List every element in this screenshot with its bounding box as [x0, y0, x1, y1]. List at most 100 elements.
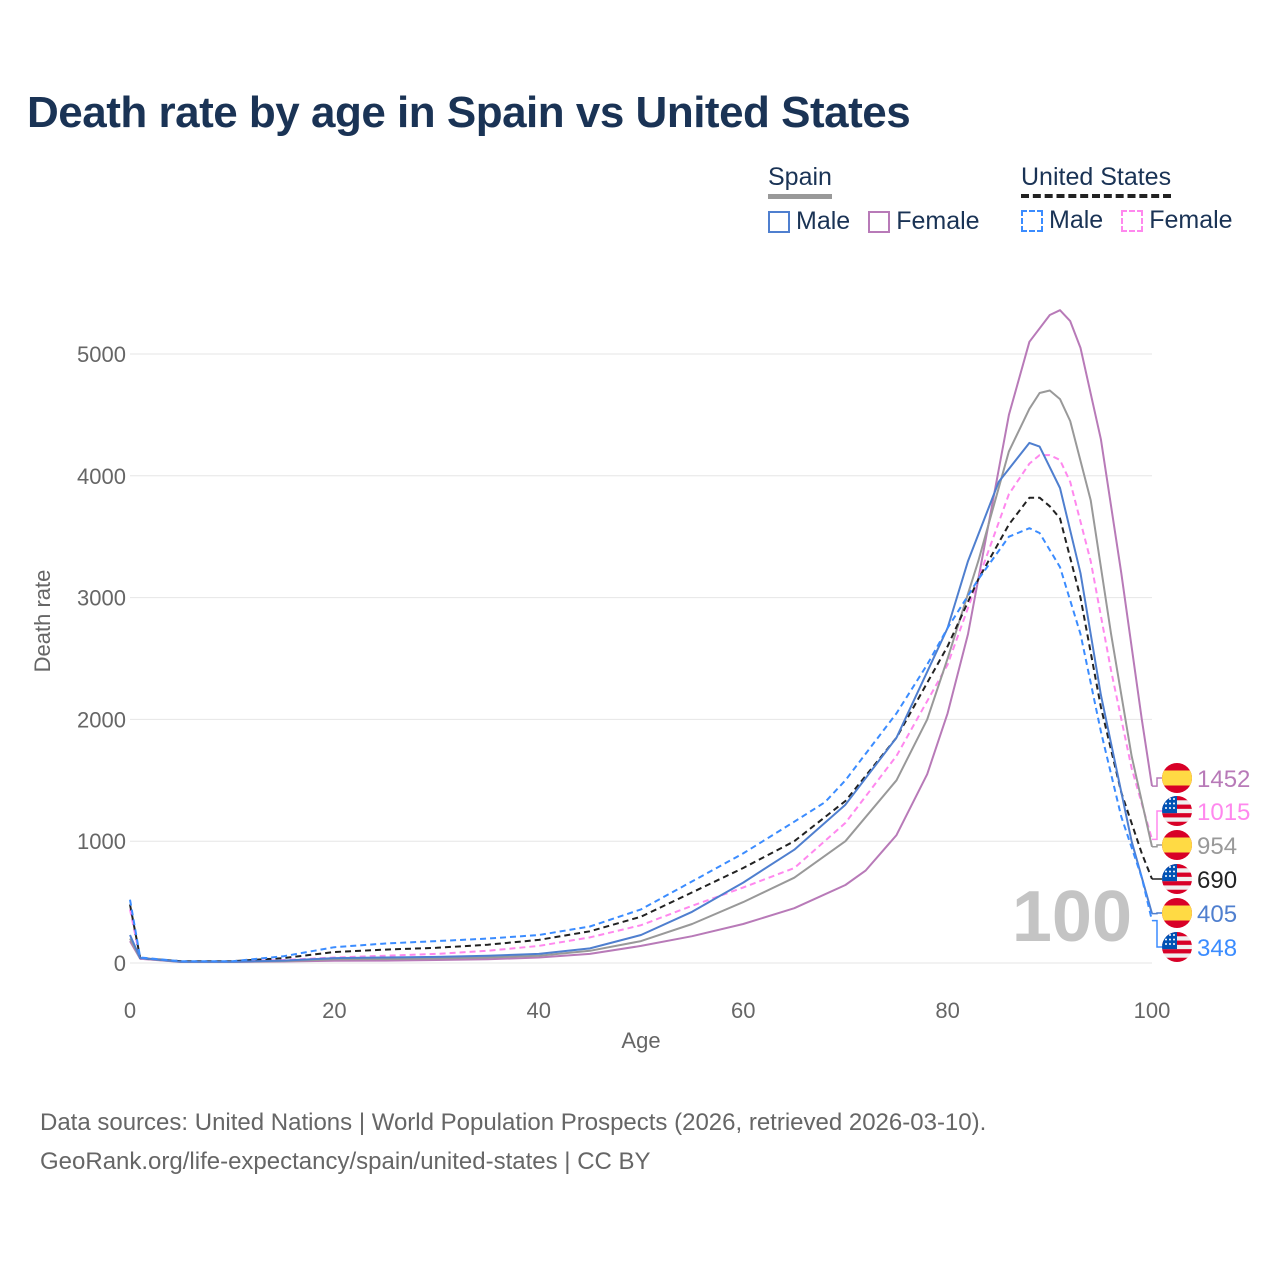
y-axis-label: Death rate [30, 570, 55, 673]
series-lines [129, 309, 1153, 963]
flag-star [1169, 798, 1171, 800]
y-tick-label: 1000 [77, 829, 126, 854]
end-value-label: 405 [1197, 901, 1237, 928]
flag-star [1173, 798, 1175, 800]
flag-star [1169, 875, 1171, 877]
flag-star [1169, 870, 1171, 873]
flag-star [1173, 875, 1175, 877]
legend-swatch [1021, 209, 1043, 232]
y-tick-label: 0 [114, 951, 126, 976]
flag-star [1165, 875, 1167, 877]
x-axis-label: Age [621, 1028, 660, 1053]
series-line-united-states-total [129, 496, 1153, 963]
chart-title: Death rate by age in Spain vs United Sta… [27, 88, 911, 137]
legend-item-us-male[interactable]: Male [1021, 206, 1103, 235]
flag-star [1169, 938, 1171, 941]
flag-star [1165, 866, 1167, 868]
flag-star [1165, 870, 1167, 873]
x-tick-label: 0 [124, 998, 136, 1023]
flag-stripe [1162, 813, 1192, 818]
x-tick-label: 80 [935, 998, 959, 1023]
source-line-1: Data sources: United Nations | World Pop… [40, 1109, 987, 1136]
series-line-united-states-male [129, 527, 1153, 963]
flag-stripe [1162, 957, 1192, 962]
legend-swatch [1121, 209, 1144, 232]
legend-group-spain: Spain Male Female [768, 163, 980, 236]
flag-star [1173, 870, 1175, 873]
legend-swatch [868, 210, 891, 233]
y-tick-label: 2000 [77, 707, 126, 732]
flag-star [1173, 802, 1175, 805]
us-flag-icon [1162, 932, 1192, 962]
legend-swatch [768, 210, 790, 233]
end-label-connector [1152, 777, 1162, 787]
flag-yellow [1162, 905, 1192, 921]
legend-item-spain-male[interactable]: Male [768, 207, 850, 236]
y-tick-label: 4000 [77, 464, 126, 489]
flag-star [1173, 866, 1175, 868]
flag-star [1173, 943, 1175, 945]
end-value-label: 1015 [1197, 799, 1250, 826]
flag-body [1162, 763, 1192, 793]
legend-heading-spain: Spain [768, 163, 832, 199]
spain-flag-icon [1162, 830, 1192, 860]
flag-stripe [1162, 821, 1192, 826]
legend-label: Male [1049, 206, 1104, 234]
legend-label: Female [1149, 206, 1233, 234]
us-flag-icon [1162, 864, 1192, 894]
x-tick-label: 20 [322, 998, 346, 1023]
spain-flag-icon [1162, 763, 1192, 793]
current-age-watermark: 100 [1012, 877, 1132, 957]
spain-flag-icon [1162, 898, 1192, 928]
y-tick-label: 3000 [77, 586, 126, 611]
y-tick-label: 5000 [77, 342, 126, 367]
end-value-label: 1452 [1197, 766, 1250, 793]
flag-star [1165, 802, 1167, 805]
flag-star [1165, 938, 1167, 941]
flag-stripe [1162, 881, 1192, 886]
flag-star [1169, 802, 1171, 805]
flag-body [1162, 830, 1192, 860]
end-value-label: 690 [1197, 867, 1237, 894]
flag-star [1165, 807, 1167, 809]
legend-item-spain-female[interactable]: Female [868, 207, 980, 236]
flag-body [1162, 932, 1192, 962]
us-flag-icon [1162, 796, 1192, 826]
flag-star [1173, 807, 1175, 809]
end-value-label: 348 [1197, 935, 1237, 962]
flag-stripe [1162, 889, 1192, 894]
end-labels: 1452 1015 954 690 405 348 [1152, 763, 1250, 962]
flag-stripe [1162, 949, 1192, 954]
end-value-label: 954 [1197, 833, 1237, 860]
flag-star [1169, 943, 1171, 945]
flag-body [1162, 898, 1192, 928]
flag-star [1165, 934, 1167, 936]
source-line-2: GeoRank.org/life-expectancy/spain/united… [40, 1148, 651, 1175]
x-tick-label: 60 [731, 998, 755, 1023]
series-line-spain-female [129, 309, 1153, 963]
end-label-connector [1152, 810, 1162, 841]
legend-item-us-female[interactable]: Female [1121, 206, 1233, 235]
x-tick-label: 40 [527, 998, 551, 1023]
flag-star [1165, 943, 1167, 945]
flag-body [1162, 796, 1192, 826]
series-line-united-states-female [129, 454, 1153, 963]
flag-star [1173, 938, 1175, 941]
end-label-connector [1152, 919, 1162, 948]
flag-body [1162, 864, 1192, 894]
legend-label: Male [796, 207, 851, 235]
chart-area: 0 1000 2000 3000 4000 5000 0 20 40 60 80 100 100 14… [30, 309, 1250, 1053]
flag-star [1165, 798, 1167, 800]
legend-group-united-states: United States Male Female [1021, 163, 1233, 235]
legend-label: Female [896, 207, 980, 235]
flag-star [1169, 866, 1171, 868]
end-label-connector [1152, 912, 1162, 915]
flag-star [1169, 934, 1171, 936]
grid: 0 1000 2000 3000 4000 5000 0 20 40 60 80 100 [77, 342, 1170, 1023]
x-tick-label: 100 [1134, 998, 1171, 1023]
series-line-spain-male [129, 441, 1153, 963]
series-line-spain-total [129, 389, 1153, 963]
flag-star [1169, 807, 1171, 809]
end-label-connector [1152, 844, 1162, 848]
flag-yellow [1162, 770, 1192, 786]
